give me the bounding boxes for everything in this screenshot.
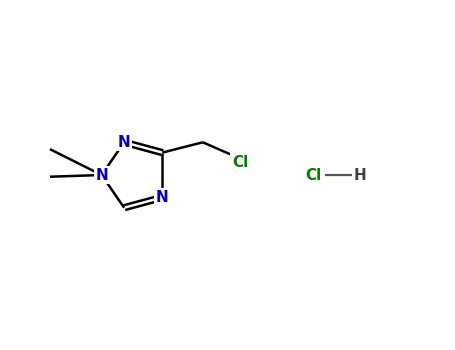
Text: N: N (156, 190, 169, 205)
Text: N: N (118, 135, 131, 150)
Text: Cl: Cl (232, 155, 248, 170)
Text: H: H (354, 168, 366, 182)
Text: Cl: Cl (305, 168, 321, 182)
Text: N: N (95, 168, 108, 182)
